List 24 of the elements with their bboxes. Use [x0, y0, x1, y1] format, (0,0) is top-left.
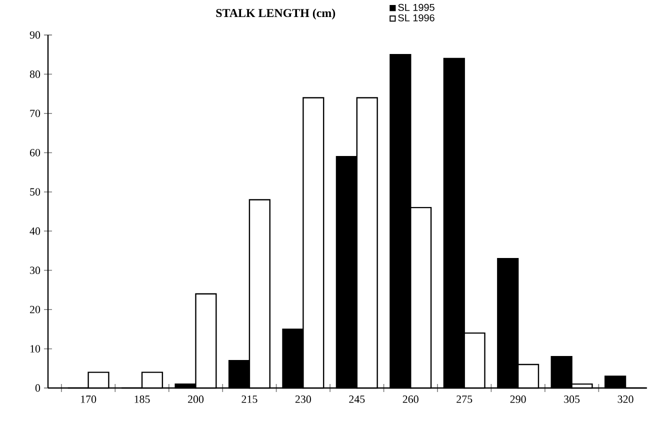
- legend-label: SL 1995: [398, 4, 434, 11]
- x-tick-label: 290: [510, 396, 526, 403]
- x-tick-label: 275: [456, 396, 472, 403]
- y-tick-label: 40: [30, 227, 40, 235]
- y-tick-label: 60: [30, 148, 40, 156]
- y-tick-label: 0: [35, 384, 40, 392]
- y-tick-label: 30: [30, 266, 40, 274]
- x-tick-label: 230: [295, 396, 311, 403]
- y-tick-label: 20: [30, 306, 40, 314]
- y-tick-label: 70: [30, 110, 40, 118]
- x-tick-label: 305: [564, 396, 580, 403]
- x-tick-label: 245: [349, 396, 365, 403]
- y-tick-label: 10: [30, 345, 40, 352]
- x-tick-label: 260: [402, 396, 418, 403]
- y-tick-label: 80: [30, 70, 40, 78]
- legend-label: SL 1996: [398, 14, 434, 22]
- x-tick-label: 320: [618, 396, 634, 403]
- y-tick-label: 50: [30, 188, 40, 196]
- x-tick-label: 185: [134, 396, 150, 403]
- x-tick-label: 200: [188, 396, 204, 403]
- y-tick-label: 90: [30, 31, 40, 39]
- x-tick-label: 170: [81, 396, 96, 403]
- chart-title: STALK LENGTH (cm): [216, 8, 336, 20]
- x-tick-label: 215: [242, 396, 258, 403]
